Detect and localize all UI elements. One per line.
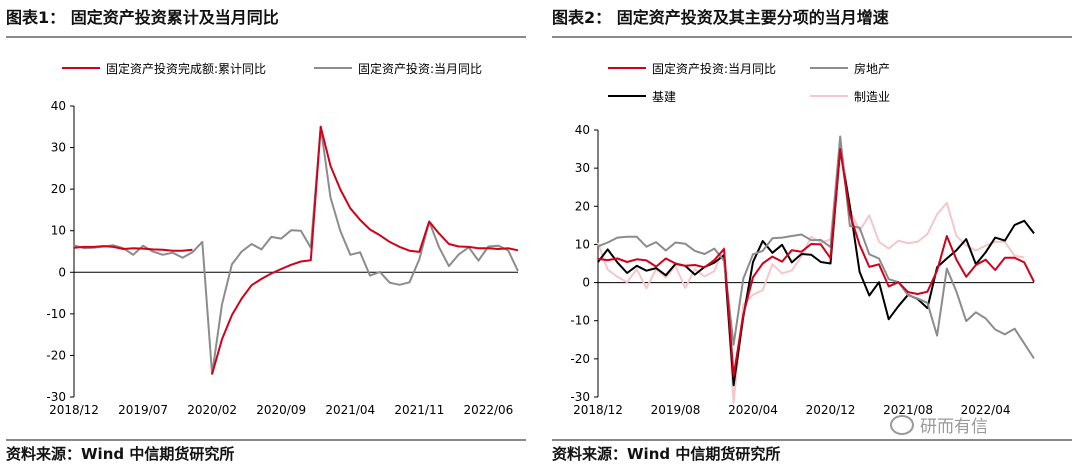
- x-tick-label: 2018/12: [573, 403, 623, 417]
- x-tick-label: 2020/09: [256, 403, 306, 417]
- title-divider: [552, 36, 1072, 38]
- x-tick-label: 2018/12: [49, 403, 99, 417]
- x-tick-label: 2020/12: [806, 403, 856, 417]
- y-tick-label: 40: [51, 99, 66, 113]
- legend-label: 固定资产投资:当月同比: [358, 61, 482, 76]
- y-tick-label: -10: [570, 314, 590, 328]
- wechat-icon: [890, 415, 914, 435]
- x-tick-label: 2022/06: [463, 403, 513, 417]
- legend-label: 房地产: [854, 61, 890, 76]
- x-tick-label: 2020/04: [728, 403, 778, 417]
- chart-title: 图表2： 固定资产投资及其主要分项的当月增速: [552, 8, 889, 27]
- x-tick-label: 2021/04: [325, 403, 375, 417]
- series-line: [597, 135, 1035, 360]
- chart-title: 图表1： 固定资产投资累计及当月同比: [6, 8, 279, 27]
- series-line: [597, 148, 1035, 387]
- legend-label: 基建: [652, 90, 676, 104]
- source-note: 资料来源：Wind 中信期货研究所: [6, 445, 235, 463]
- x-tick-label: 2019/07: [118, 403, 168, 417]
- series-line: [73, 125, 519, 376]
- chart-panel-subsectors: 图表2： 固定资产投资及其主要分项的当月增速 固定资产投资:当月同比 房地产基建 制…: [552, 0, 1080, 471]
- x-tick-label: 2021/08: [883, 403, 933, 417]
- x-tick-label: 2019/08: [651, 403, 701, 417]
- y-tick-label: -20: [46, 348, 66, 362]
- y-tick-label: 30: [575, 161, 590, 175]
- y-tick-label: 20: [51, 182, 66, 196]
- source-divider: [6, 439, 526, 441]
- x-tick-label: 2020/02: [187, 403, 237, 417]
- y-tick-label: -30: [46, 390, 66, 404]
- y-tick-label: 0: [58, 265, 66, 279]
- chart-panel-cumulative: 图表1： 固定资产投资累计及当月同比 固定资产投资完成额:累计同比 固定资产投资:…: [6, 0, 536, 471]
- series-line: [597, 148, 1035, 377]
- y-tick-label: 30: [51, 141, 66, 155]
- chart-cumulative-vs-monthly: 固定资产投资完成额:累计同比 固定资产投资:当月同比 -30 -20 -10 0 10 20 3…: [46, 61, 519, 417]
- legend-label: 固定资产投资完成额:累计同比: [106, 61, 266, 76]
- watermark: 研而有信: [890, 412, 988, 437]
- y-tick-label: -30: [570, 390, 590, 404]
- y-tick-label: -10: [46, 307, 66, 321]
- x-tick-label: 2022/04: [961, 403, 1011, 417]
- y-tick-label: 10: [575, 237, 590, 251]
- title-divider: [6, 36, 526, 38]
- y-tick-label: -20: [570, 352, 590, 366]
- y-tick-label: 20: [575, 199, 590, 213]
- y-tick-label: 10: [51, 224, 66, 238]
- x-tick-label: 2021/11: [394, 403, 444, 417]
- source-note: 资料来源：Wind 中信期货研究所: [552, 445, 781, 463]
- series-line: [73, 125, 519, 375]
- legend-label: 制造业: [854, 90, 890, 104]
- source-divider: [552, 439, 1072, 441]
- y-tick-label: 40: [575, 123, 590, 137]
- watermark-text: 研而有信: [920, 417, 988, 437]
- series-line: [597, 139, 1025, 404]
- y-tick-label: 0: [582, 276, 590, 290]
- legend-label: 固定资产投资:当月同比: [652, 61, 776, 76]
